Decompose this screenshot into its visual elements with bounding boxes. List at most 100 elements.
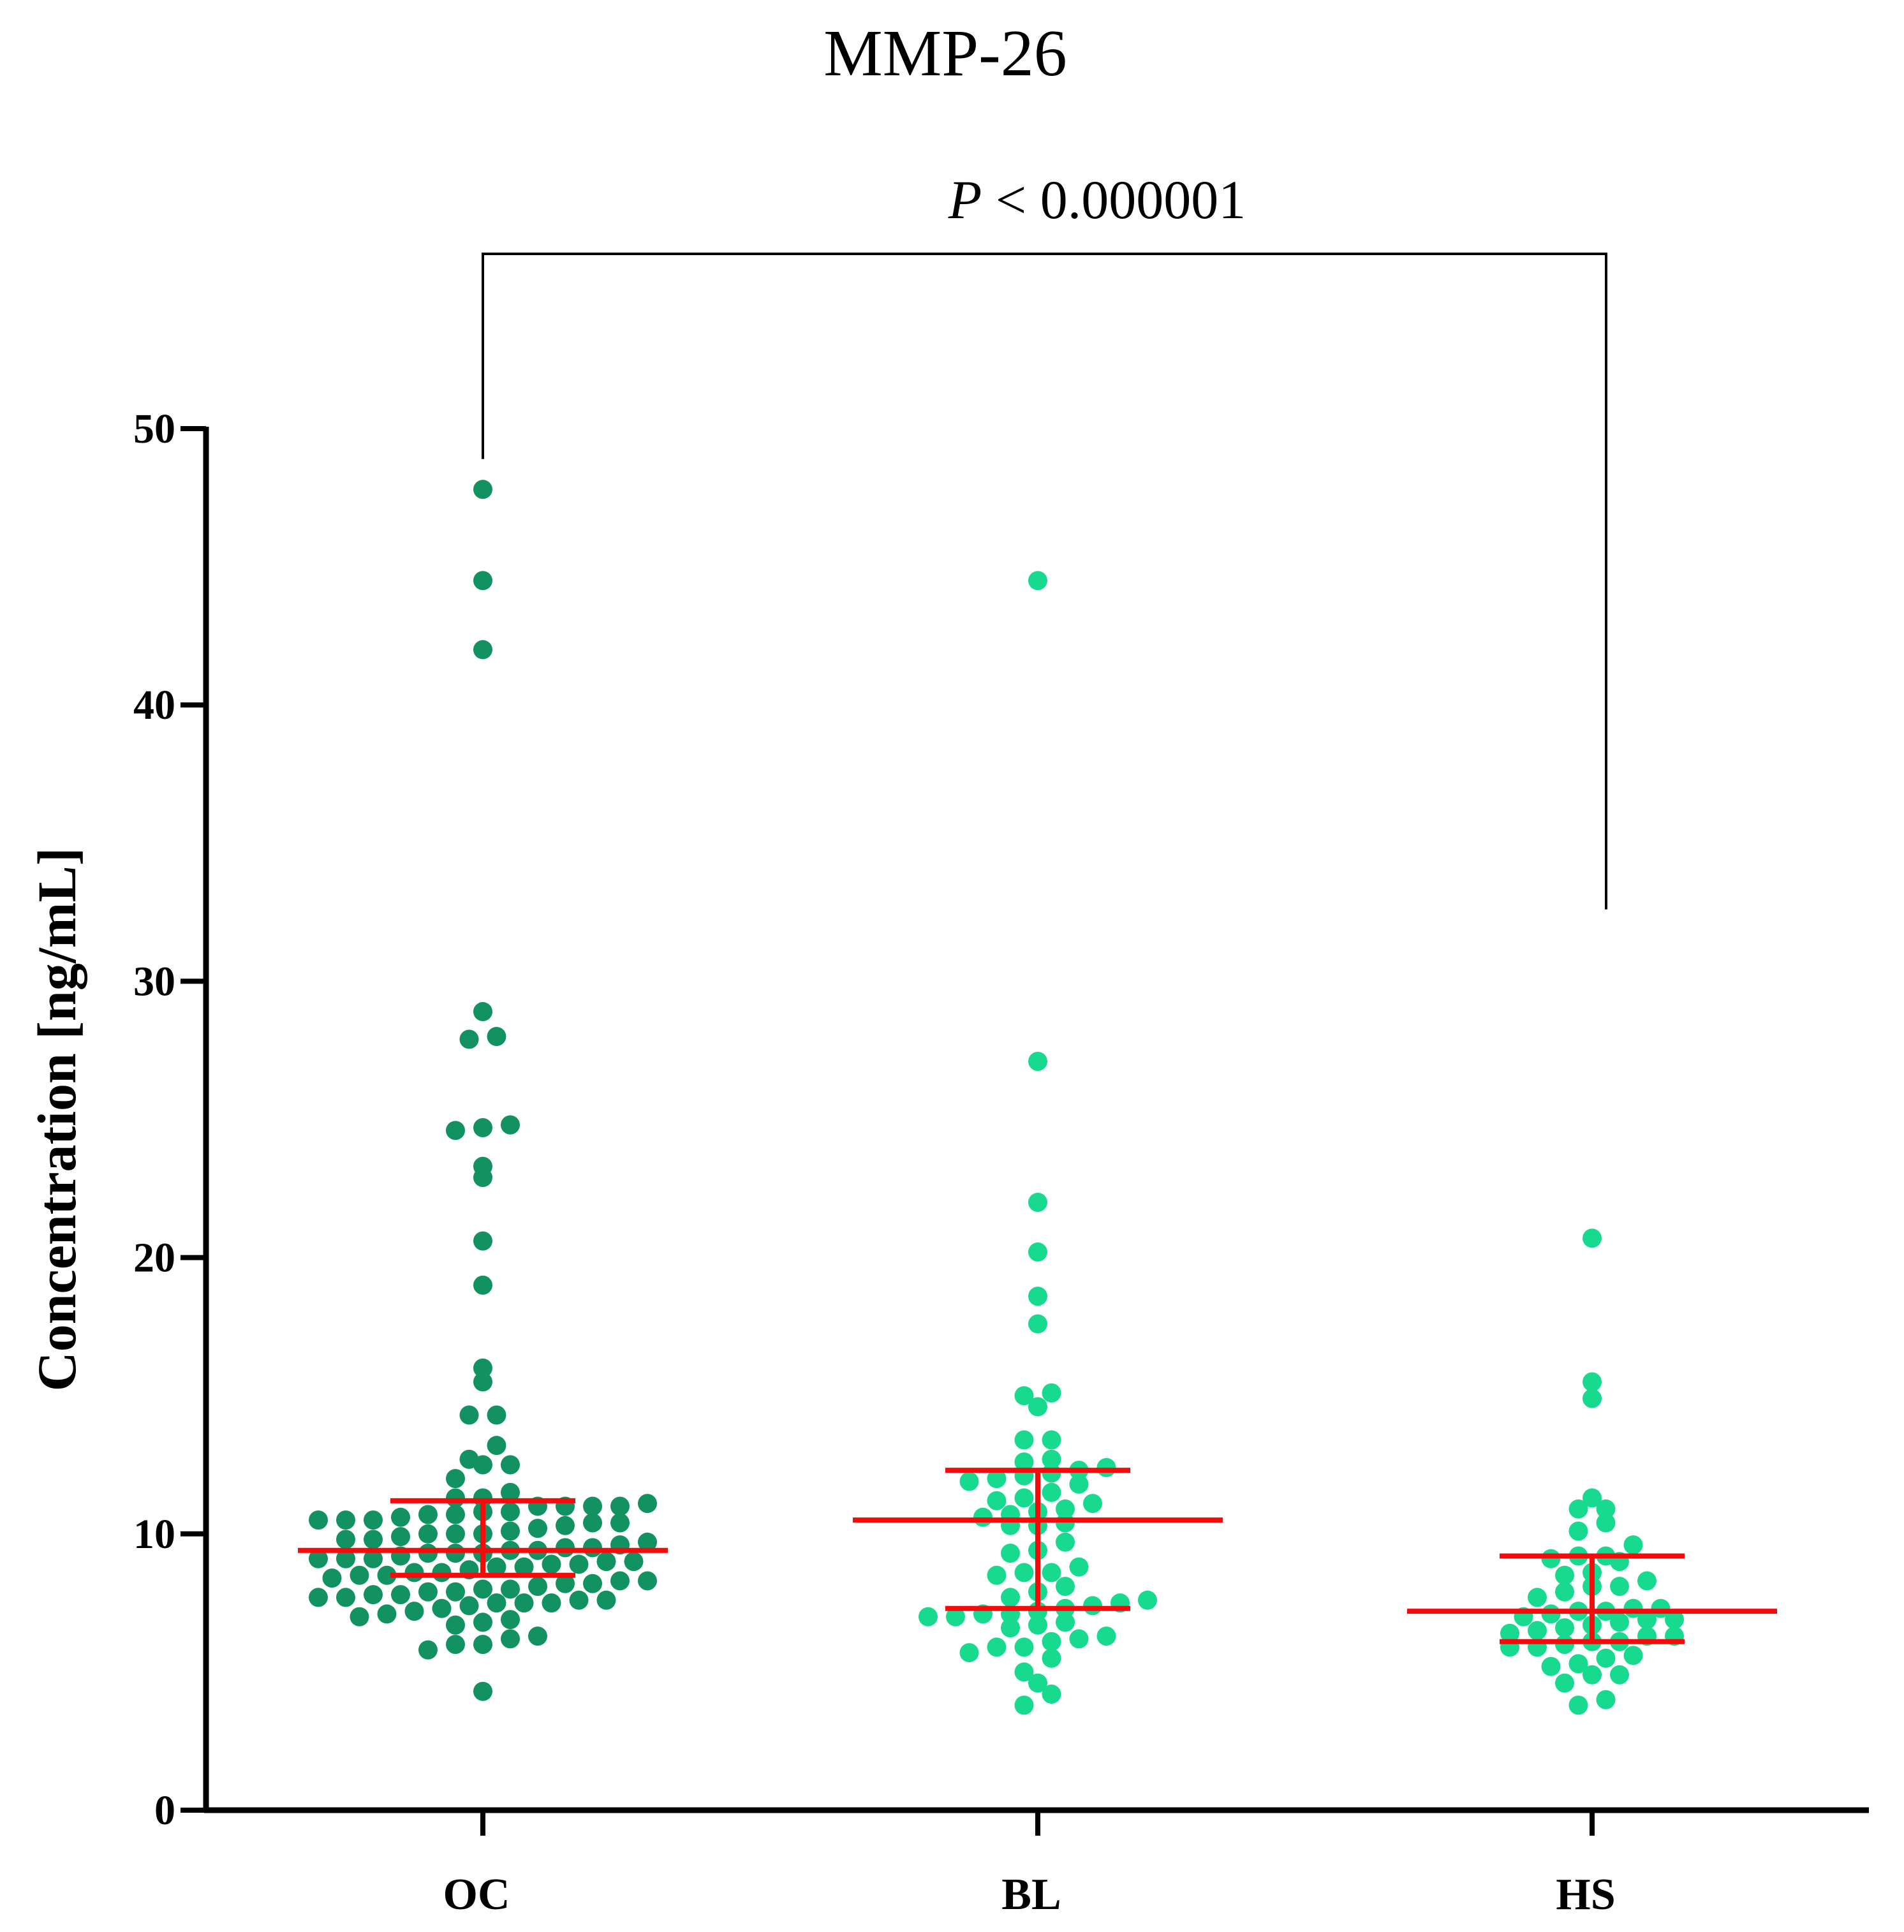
data-point (391, 1527, 410, 1547)
data-point (1028, 1397, 1047, 1417)
data-point (418, 1640, 438, 1660)
data-point (542, 1593, 561, 1613)
data-point (459, 1029, 479, 1049)
data-point (322, 1568, 342, 1588)
y-tick-label: 50 (133, 406, 175, 452)
y-tick-label: 10 (133, 1511, 175, 1558)
data-point (542, 1554, 561, 1574)
data-point (432, 1598, 452, 1618)
p-value-text: < 0.000001 (982, 169, 1246, 230)
data-point (1056, 1612, 1075, 1632)
data-point (501, 1579, 520, 1599)
data-point (1056, 1513, 1075, 1533)
data-point (432, 1563, 452, 1582)
x-tick-label: BL (1001, 1870, 1061, 1919)
data-point (624, 1552, 644, 1572)
data-points (309, 480, 1684, 1715)
data-point (377, 1604, 397, 1624)
data-point (987, 1469, 1007, 1489)
data-point (1069, 1557, 1089, 1577)
data-point (473, 1231, 492, 1251)
data-point (1637, 1610, 1657, 1630)
p-symbol: P (948, 169, 982, 230)
data-point (364, 1549, 383, 1568)
data-point (583, 1538, 602, 1558)
data-point (364, 1510, 383, 1530)
data-point (501, 1502, 520, 1522)
y-tick-label: 20 (133, 1235, 175, 1281)
data-point (1528, 1621, 1547, 1641)
data-point (501, 1629, 520, 1649)
data-point (1042, 1430, 1061, 1450)
data-point (1014, 1488, 1034, 1508)
data-point (501, 1455, 520, 1475)
data-point (1014, 1637, 1034, 1657)
data-point (1138, 1590, 1157, 1610)
data-point (610, 1496, 630, 1516)
data-point (987, 1565, 1007, 1585)
data-point (459, 1405, 479, 1425)
data-point (1555, 1565, 1574, 1585)
data-point (1014, 1563, 1034, 1582)
data-point (1596, 1690, 1616, 1709)
data-point (1555, 1582, 1574, 1602)
data-point (1001, 1588, 1020, 1607)
data-point (487, 1593, 506, 1613)
data-point (459, 1596, 479, 1616)
data-point (1610, 1577, 1629, 1596)
data-point (1001, 1544, 1020, 1563)
data-point (1555, 1618, 1574, 1638)
data-point (309, 1588, 328, 1607)
data-point (1541, 1656, 1561, 1676)
data-point (391, 1507, 410, 1527)
data-point (1610, 1612, 1629, 1632)
data-point (309, 1510, 328, 1530)
data-point (1568, 1521, 1588, 1541)
data-point (446, 1615, 465, 1635)
data-point (1568, 1654, 1588, 1674)
data-point (473, 1002, 492, 1022)
data-point (596, 1590, 616, 1610)
data-point (1583, 1488, 1602, 1508)
data-point (350, 1565, 369, 1585)
data-point (583, 1496, 602, 1516)
data-point (1028, 1287, 1047, 1306)
data-point (404, 1563, 424, 1582)
data-point (946, 1607, 965, 1626)
data-point (638, 1571, 657, 1591)
y-axis-label: Concentration [ng/mL] (26, 848, 87, 1392)
data-point (1014, 1430, 1034, 1450)
data-point (473, 640, 492, 660)
data-point (1056, 1499, 1075, 1519)
data-point (1596, 1513, 1616, 1533)
data-point (1555, 1673, 1574, 1693)
data-point (487, 1436, 506, 1456)
data-point (473, 1455, 492, 1475)
data-point (610, 1571, 630, 1591)
data-point (1014, 1662, 1034, 1682)
data-point (364, 1585, 383, 1605)
data-point (556, 1574, 575, 1593)
data-point (1623, 1535, 1643, 1555)
data-point (1596, 1648, 1616, 1668)
data-point (1541, 1604, 1561, 1624)
data-point (418, 1505, 438, 1524)
data-point (1042, 1449, 1061, 1469)
significance-bracket-line (482, 253, 1607, 910)
data-point (1042, 1632, 1061, 1651)
data-point (446, 1582, 465, 1602)
data-point (1042, 1482, 1061, 1502)
data-point (1096, 1626, 1116, 1646)
y-tick-label: 30 (133, 958, 175, 1005)
data-point (987, 1637, 1007, 1657)
data-point (1028, 571, 1047, 591)
data-point (404, 1602, 424, 1621)
data-point (473, 1372, 492, 1392)
data-point (583, 1574, 602, 1593)
data-point (638, 1532, 657, 1552)
data-point (446, 1505, 465, 1524)
data-point (1568, 1499, 1588, 1519)
data-point (446, 1635, 465, 1655)
data-point (1596, 1499, 1616, 1519)
data-point (1056, 1532, 1075, 1552)
